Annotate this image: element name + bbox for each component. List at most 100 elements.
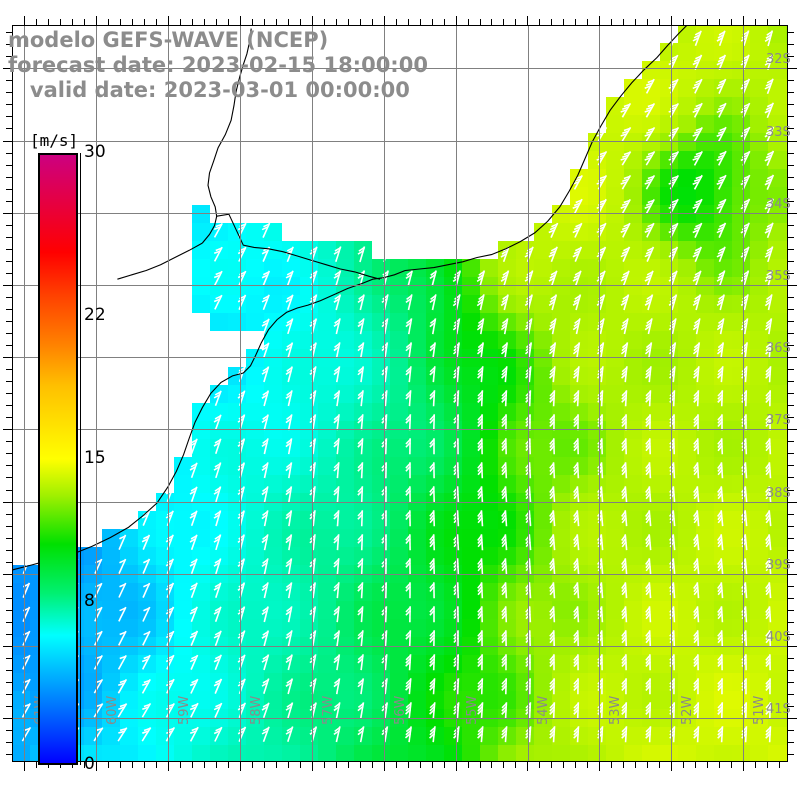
axis-tick <box>788 573 797 575</box>
longitude-label: 52W <box>680 695 696 725</box>
axis-tick <box>767 19 769 25</box>
axis-tick <box>755 762 757 768</box>
colorbar <box>38 153 78 765</box>
axis-tick <box>263 19 265 25</box>
longitude-label: 57W <box>320 695 336 725</box>
gridline-lat <box>12 212 788 214</box>
axis-tick <box>35 762 37 768</box>
axis-tick <box>788 609 794 611</box>
axis-tick <box>575 19 577 25</box>
axis-tick <box>359 19 361 25</box>
axis-tick <box>167 762 169 771</box>
axis-tick <box>575 762 577 768</box>
axis-tick <box>419 762 421 768</box>
axis-tick <box>323 19 325 25</box>
axis-tick <box>131 762 133 768</box>
axis-tick <box>371 19 373 25</box>
axis-tick <box>239 762 241 771</box>
axis-tick <box>515 19 517 25</box>
axis-tick <box>788 224 794 226</box>
axis-tick <box>6 465 12 467</box>
axis-tick <box>3 357 12 359</box>
axis-tick <box>23 762 25 771</box>
axis-tick <box>788 525 794 527</box>
axis-tick <box>788 477 794 479</box>
gridline-lon <box>23 25 25 762</box>
axis-tick <box>119 762 121 768</box>
axis-tick <box>599 16 601 25</box>
axis-tick <box>215 19 217 25</box>
gridline-lon <box>599 25 601 762</box>
axis-tick <box>788 441 794 443</box>
axis-tick <box>587 19 589 25</box>
axis-tick <box>788 176 794 178</box>
axis-tick <box>788 657 794 659</box>
axis-tick <box>683 19 685 25</box>
axis-tick <box>6 513 12 515</box>
axis-tick <box>788 260 794 262</box>
axis-tick <box>788 68 797 70</box>
axis-tick <box>707 19 709 25</box>
axis-tick <box>527 762 529 771</box>
axis-tick <box>659 762 661 768</box>
axis-tick <box>788 465 794 467</box>
axis-tick <box>515 762 517 768</box>
axis-tick <box>6 597 12 599</box>
axis-tick <box>788 718 797 720</box>
axis-tick <box>383 16 385 25</box>
axis-tick <box>335 762 337 768</box>
gridline-lat <box>12 501 788 503</box>
axis-tick <box>47 19 49 25</box>
axis-tick <box>347 762 349 768</box>
axis-tick <box>323 762 325 768</box>
axis-tick <box>275 762 277 768</box>
wind-speed-canvas <box>12 25 788 762</box>
axis-tick <box>227 762 229 768</box>
colorbar-unit-label: [m/s] <box>30 131 79 150</box>
axis-tick <box>47 762 49 768</box>
axis-tick <box>788 730 794 732</box>
title-forecast-date: forecast date: 2023-02-15 18:00:00 <box>8 53 428 77</box>
axis-tick <box>6 393 12 395</box>
axis-tick <box>671 762 673 771</box>
axis-tick <box>788 405 794 407</box>
axis-tick <box>491 762 493 768</box>
axis-tick <box>203 19 205 25</box>
axis-tick <box>563 19 565 25</box>
axis-tick <box>431 762 433 768</box>
axis-tick <box>83 19 85 25</box>
axis-tick <box>395 19 397 25</box>
axis-tick <box>191 19 193 25</box>
axis-tick <box>623 19 625 25</box>
axis-tick <box>239 16 241 25</box>
axis-tick <box>6 682 12 684</box>
axis-tick <box>407 762 409 768</box>
axis-tick <box>6 92 12 94</box>
axis-tick <box>6 104 12 106</box>
gridline-lon <box>383 25 385 762</box>
axis-tick <box>779 762 781 768</box>
axis-tick <box>635 19 637 25</box>
axis-tick <box>539 762 541 768</box>
axis-tick <box>3 573 12 575</box>
axis-tick <box>143 19 145 25</box>
axis-tick <box>539 19 541 25</box>
axis-tick <box>287 762 289 768</box>
axis-tick <box>551 762 553 768</box>
axis-tick <box>6 296 12 298</box>
axis-tick <box>635 762 637 768</box>
axis-tick <box>35 19 37 25</box>
axis-tick <box>788 44 794 46</box>
axis-tick <box>455 762 457 771</box>
axis-tick <box>788 537 794 539</box>
axis-tick <box>6 200 12 202</box>
axis-tick <box>788 104 794 106</box>
axis-tick <box>6 561 12 563</box>
axis-tick <box>6 248 12 250</box>
title-block: modelo GEFS-WAVE (NCEP) forecast date: 2… <box>8 28 528 103</box>
axis-tick <box>95 762 97 771</box>
axis-tick <box>179 762 181 768</box>
axis-tick <box>611 762 613 768</box>
axis-tick <box>788 321 794 323</box>
axis-tick <box>383 762 385 771</box>
